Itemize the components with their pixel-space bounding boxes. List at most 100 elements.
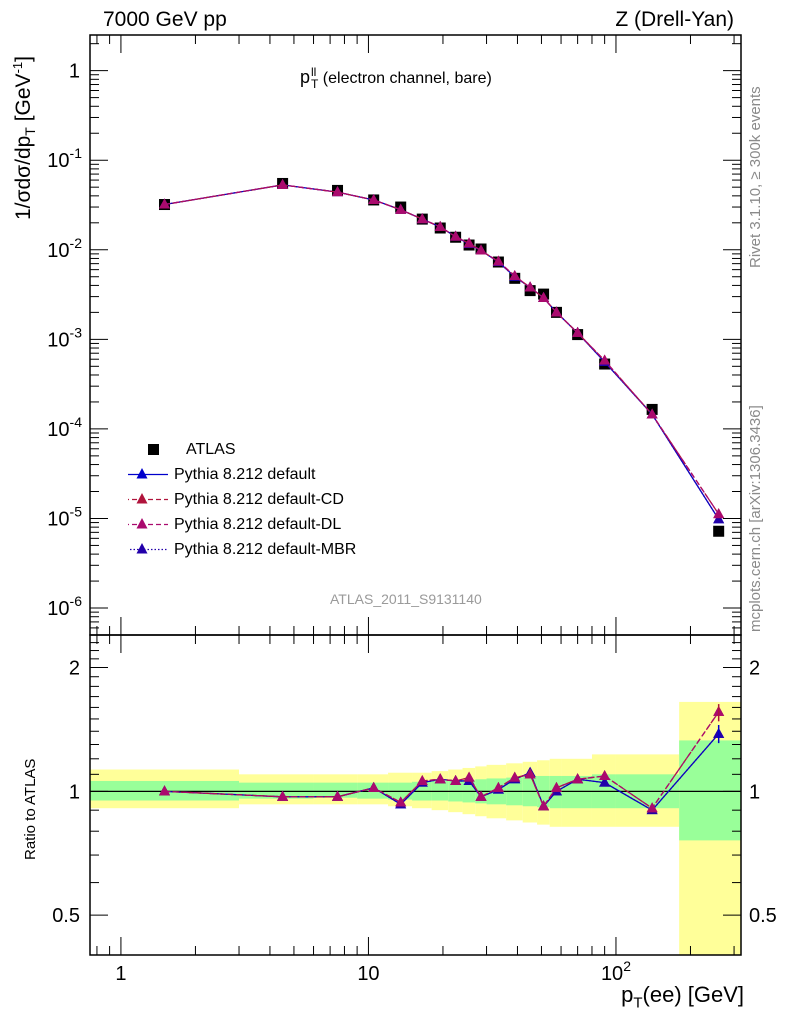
mc-series-marker (395, 203, 407, 214)
x-axis-label-rest: (ee) [GeV] (642, 982, 744, 1007)
y-tick-label-main: 10-6 (47, 593, 82, 620)
legend-triangle-marker (136, 493, 148, 504)
mc-series-marker (416, 213, 428, 224)
legend-symbol (128, 487, 172, 512)
analysis-watermark: ATLAS_2011_S9131140 (330, 591, 482, 607)
x-axis-label-prefix: p (621, 982, 634, 1007)
ratio-series-marker (572, 773, 584, 784)
y-tick-label-ratio: 0.5 (52, 905, 80, 927)
header-process-label: Z (Drell-Yan) (615, 8, 734, 31)
mcplots-reference-label: mcplots.cern.ch [arXiv:1306.3436] (747, 405, 764, 632)
mc-series-marker (646, 408, 658, 419)
mc-series-marker (434, 220, 446, 231)
mc-series-marker (509, 269, 521, 280)
mc-series-marker (450, 230, 462, 241)
y-tick-label-main: 10-5 (47, 503, 82, 530)
mc-series-marker (572, 326, 584, 337)
y-tick-label-ratio: 2 (69, 658, 80, 680)
y-axis-label-sub: T (22, 127, 39, 136)
ratio-series-group (159, 704, 725, 815)
y-axis-label-unit-sup: -1 (10, 61, 25, 74)
ratio-series-marker (159, 785, 171, 796)
ratio-series-marker (277, 790, 289, 801)
atlas-data-point (713, 525, 725, 537)
legend-entry: Pythia 8.212 default (128, 462, 356, 487)
legend-symbol (128, 512, 172, 537)
legend-symbol (128, 462, 172, 487)
ratio-series-marker (434, 773, 446, 784)
mc-series-marker (538, 291, 550, 302)
inner-band-segment (679, 740, 741, 841)
y-tick-label-ratio-right: 1 (749, 781, 760, 803)
ratio-uncertainty-bands (90, 701, 741, 955)
legend-label: Pythia 8.212 default-MBR (174, 540, 357, 558)
mc-series-marker (550, 306, 562, 317)
legend-entry: Pythia 8.212 default-CD (128, 487, 356, 512)
legend-label: Pythia 8.212 default-CD (174, 490, 344, 508)
inner-band-segment (239, 782, 314, 799)
ratio-series-marker (475, 790, 487, 801)
x-axis-label-sub: T (633, 994, 643, 1012)
legend-symbol (128, 537, 172, 562)
legend-data-marker (148, 444, 159, 455)
x-tick-label: 10 (357, 963, 379, 985)
legend-triangle-marker (136, 468, 148, 479)
legend-entry: Pythia 8.212 default-MBR (128, 537, 357, 562)
mc-series-marker (713, 513, 725, 524)
y-axis-label-prefix: 1/σdσ/dp (12, 135, 35, 220)
legend-label: ATLAS (186, 440, 236, 458)
legend-symbol (140, 437, 184, 462)
legend-entry: Pythia 8.212 default-DL (128, 512, 356, 537)
y-tick-label-main: 10-4 (47, 414, 82, 441)
inner-band-segment (431, 780, 449, 801)
ratio-series-marker (463, 771, 475, 782)
rivet-version-label: Rivet 3.1.10, ≥ 300k events (747, 86, 764, 268)
inner-band-segment (313, 782, 358, 798)
mc-series-marker (463, 237, 475, 248)
mc-series-marker (159, 198, 171, 209)
mc-series-marker (713, 508, 725, 519)
main-series-group (159, 177, 725, 537)
y-axis-label-unit-end: ] (12, 56, 35, 62)
axis-ticks: 1 10-1 10-2 10-3 10-4 10-5 10-6 0.5 0.5 1 1 2 2 1 10 10… (47, 35, 777, 985)
y-tick-label-ratio: 1 (69, 781, 80, 803)
x-axis-label: pT(ee) [GeV] (621, 982, 744, 1011)
plot-title: p ll T (electron channel, bare) (300, 66, 492, 90)
mc-series-marker (368, 193, 380, 204)
ratio-panel-frame (89, 634, 742, 956)
y-axis-label-ratio: Ratio to ATLAS (22, 758, 39, 860)
ratio-series-marker (332, 790, 344, 801)
ratio-series-marker (599, 769, 611, 780)
ratio-series-marker (492, 781, 504, 792)
mc-series-marker (492, 255, 504, 266)
ratio-series-marker (450, 774, 462, 785)
ratio-series-marker (599, 776, 611, 787)
x-tick-label: 102 (601, 958, 631, 985)
y-tick-label-main: 10-3 (47, 324, 82, 351)
legend-triangle-marker (136, 518, 148, 529)
mc-series-marker (277, 178, 289, 189)
y-tick-label-ratio-right: 2 (749, 658, 760, 680)
x-tick-label: 1 (115, 963, 126, 985)
legend-label: Pythia 8.212 default (174, 465, 316, 483)
legend-label: Pythia 8.212 default-DL (174, 515, 342, 533)
ratio-series-marker (646, 802, 658, 813)
y-axis-label-main: 1/σdσ/dpT [GeV-1] (10, 56, 38, 220)
ratio-series-marker (368, 781, 380, 792)
plot-title-sub: T (311, 77, 319, 91)
ratio-series-marker (395, 796, 407, 807)
ratio-series-marker (524, 768, 536, 779)
ratio-series-marker (416, 774, 428, 785)
y-tick-label-ratio-right: 0.5 (749, 905, 777, 927)
plot-title-rest: (electron channel, bare) (318, 69, 492, 87)
y-tick-label-main: 10-1 (47, 145, 82, 172)
ratio-series-marker (550, 781, 562, 792)
y-tick-label-main: 10-2 (47, 235, 82, 262)
legend-triangle-marker (136, 543, 148, 554)
plot-title-main: p (300, 66, 311, 87)
plot-frames (89, 34, 742, 956)
legend-entry: ATLAS (140, 437, 356, 462)
mc-series-marker (475, 244, 487, 255)
legend: ATLAS Pythia 8.212 default Pythia 8.212 de… (128, 437, 357, 562)
